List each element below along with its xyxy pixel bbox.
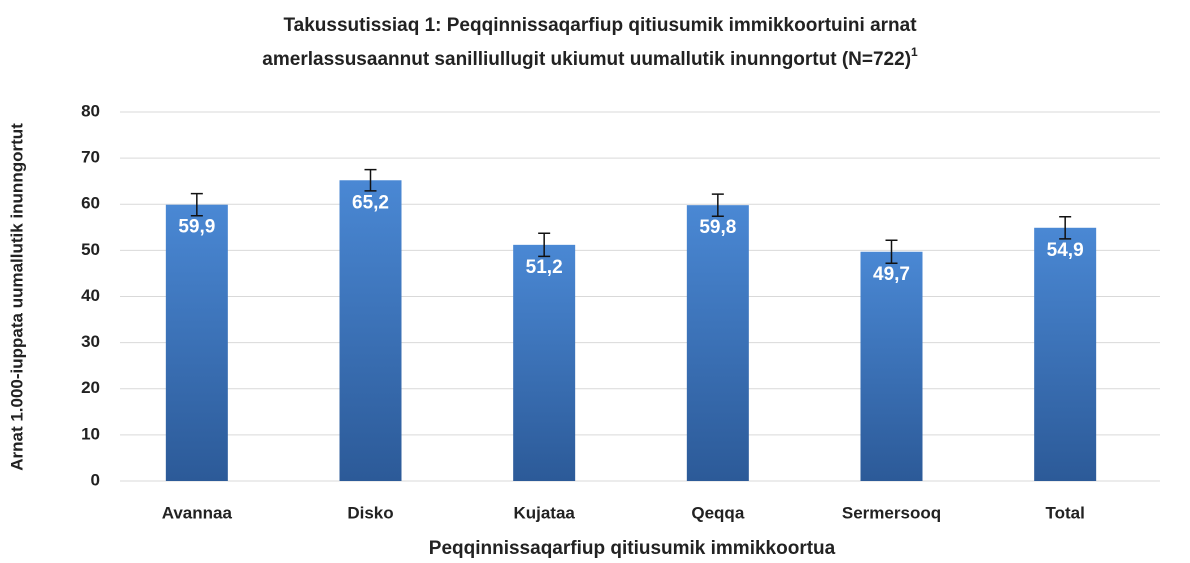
bar [686, 205, 749, 482]
error-bar [711, 193, 724, 217]
error-bar [885, 239, 898, 265]
chart-title: amerlassusaannut sanilliullugit ukiumut … [262, 45, 918, 70]
y-tick-label: 60 [81, 194, 100, 213]
x-tick-label: Avannaa [162, 503, 233, 522]
y-tick-label: 80 [81, 101, 100, 120]
bar [860, 251, 923, 481]
data-label: 59,8 [699, 217, 736, 238]
data-label: 65,2 [352, 192, 389, 213]
bar [339, 180, 402, 481]
error-bar [1059, 215, 1072, 240]
y-tick-label: 10 [81, 424, 100, 443]
data-label: 49,7 [873, 264, 910, 285]
data-label: 59,9 [178, 217, 215, 238]
error-bar [364, 168, 377, 192]
x-tick-label: Disko [347, 503, 393, 522]
bar [165, 204, 228, 481]
y-tick-label: 20 [81, 378, 100, 397]
data-label: 54,9 [1047, 240, 1084, 261]
bar [1034, 227, 1097, 481]
chart-title: Takussutissiaq 1: Peqqinnissaqarfiup qit… [283, 15, 917, 36]
x-tick-label: Sermersooq [842, 503, 941, 522]
x-tick-label: Total [1045, 503, 1084, 522]
y-tick-label: 0 [91, 470, 100, 489]
y-tick-label: 50 [81, 240, 100, 259]
x-axis-label: Peqqinnissaqarfiup qitiusumik immikkoort… [429, 538, 836, 559]
data-label: 51,2 [526, 257, 563, 278]
y-axis-label: Arnat 1.000-iuppata uumallutik inunngort… [7, 123, 26, 471]
x-tick-label: Kujataa [513, 503, 575, 522]
error-bar [538, 232, 551, 258]
title-superscript: 1 [911, 45, 918, 59]
bar [513, 244, 576, 481]
title-line: amerlassusaannut sanilliullugit ukiumut … [262, 49, 911, 70]
y-tick-label: 30 [81, 332, 100, 351]
y-tick-label: 40 [81, 286, 100, 305]
x-tick-label: Qeqqa [691, 503, 744, 522]
error-bar [190, 192, 203, 217]
y-tick-label: 70 [81, 148, 100, 167]
